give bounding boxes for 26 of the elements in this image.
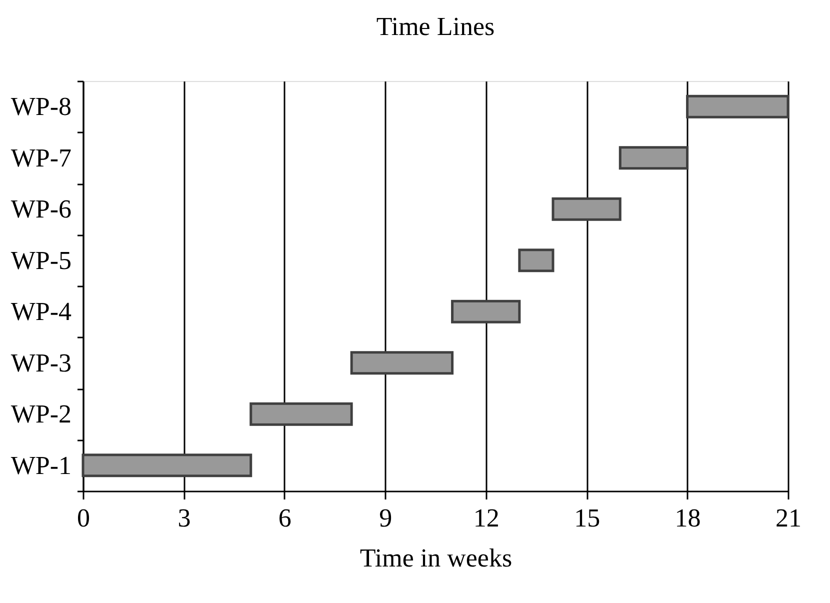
x-tick-label: 6 xyxy=(278,504,292,532)
x-tick-label: 21 xyxy=(776,504,802,532)
x-tick-label: 15 xyxy=(574,504,600,532)
y-tick-label: WP-3 xyxy=(10,348,72,378)
y-tick-label: WP-4 xyxy=(10,297,72,326)
x-tick-label: 9 xyxy=(379,504,392,532)
bar xyxy=(350,351,454,375)
x-tick-label: 12 xyxy=(473,504,500,532)
y-tick-label: WP-1 xyxy=(10,450,72,480)
y-tick-label: WP-5 xyxy=(10,246,72,275)
bar xyxy=(451,300,521,324)
y-tick-label: WP-6 xyxy=(10,194,72,224)
bar xyxy=(686,94,790,118)
y-tick-label: WP-2 xyxy=(10,400,72,429)
bar xyxy=(82,454,252,478)
y-tick-label: WP-8 xyxy=(10,92,72,122)
x-tick-label: 0 xyxy=(77,504,90,532)
bar xyxy=(618,146,689,170)
bar xyxy=(552,197,622,221)
chart-title: Time Lines xyxy=(376,12,495,41)
x-axis-title: Time in weeks xyxy=(360,544,512,572)
bar xyxy=(250,402,353,426)
x-tick-label: 3 xyxy=(178,504,191,532)
y-tick-label: WP-7 xyxy=(10,143,72,172)
x-tick-label: 18 xyxy=(674,504,701,532)
bar xyxy=(518,248,554,272)
